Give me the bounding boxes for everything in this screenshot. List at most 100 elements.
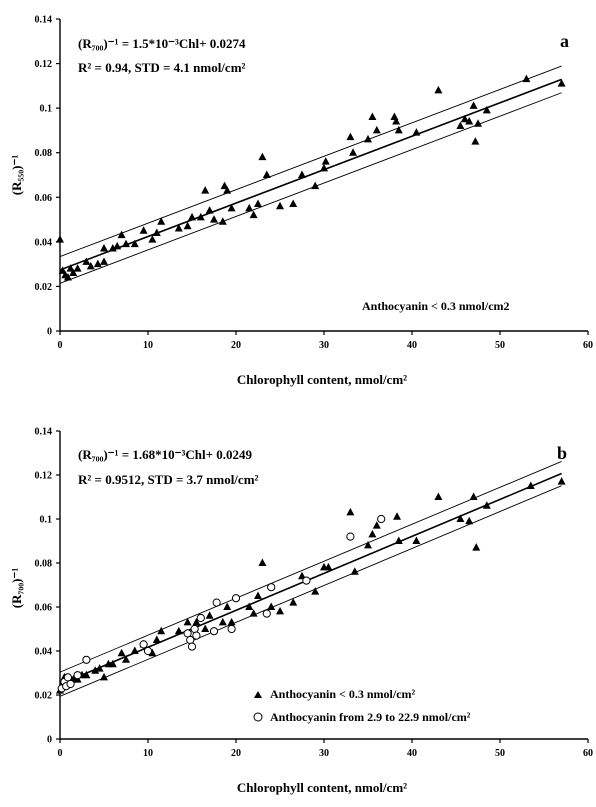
data-point-triangle xyxy=(100,257,108,265)
data-point-triangle xyxy=(249,609,258,617)
x-tick-label: 50 xyxy=(495,340,505,351)
data-point-triangle xyxy=(276,606,284,615)
data-point-triangle xyxy=(188,212,196,221)
upper-bound-line xyxy=(59,65,562,257)
y-tick-label: 0.08 xyxy=(35,148,53,159)
legend: Anthocyanin < 0.3 nmol/cm² Anthocyanin f… xyxy=(253,687,471,724)
data-point-triangle xyxy=(218,217,227,225)
data-point-triangle xyxy=(86,261,95,270)
legend-entry-circle: Anthocyanin from 2.9 to 22.9 nmol/cm² xyxy=(270,710,471,724)
regression-line xyxy=(59,472,562,685)
data-point-triangle xyxy=(245,602,254,610)
chart-panel-b: 0 10 20 30 40 50 60 0 0.02 0.04 0.06 0.08 0.1 0.12 0.1… xyxy=(9,427,593,796)
x-tick-label: 20 xyxy=(231,340,241,351)
data-point-triangle xyxy=(201,186,210,194)
data-point-triangle xyxy=(82,670,91,679)
data-point-triangle xyxy=(183,617,192,626)
data-point-triangle xyxy=(364,540,372,549)
data-point-triangle xyxy=(522,74,531,83)
data-point-triangle xyxy=(192,617,201,626)
data-point-triangle xyxy=(311,181,320,190)
data-point-triangle xyxy=(289,598,298,606)
data-point-triangle xyxy=(557,79,566,87)
y-tick-label: 0.14 xyxy=(35,15,53,26)
data-point-triangle xyxy=(148,648,157,657)
x-tick-label: 40 xyxy=(407,340,417,351)
data-point-triangle xyxy=(183,221,192,230)
data-point-triangle xyxy=(469,101,478,109)
x-tick-label: 50 xyxy=(495,748,505,759)
data-point-circle xyxy=(212,598,221,607)
chart-panel-a: 0 10 20 30 40 50 60 0 0.02 0.04 0.06 0.08 0.1 0.12 0.1… xyxy=(9,15,593,388)
data-point-triangle xyxy=(258,558,267,566)
data-point-triangle xyxy=(390,112,399,121)
data-point-triangle xyxy=(254,591,262,599)
data-point-triangle xyxy=(117,648,126,657)
y-tick-label: 0.12 xyxy=(35,59,53,70)
y-tick-label: 0.02 xyxy=(35,691,53,702)
data-point-triangle xyxy=(249,210,258,219)
data-point-triangle xyxy=(364,134,372,143)
lower-bound-line xyxy=(59,485,562,697)
data-point-triangle xyxy=(139,226,148,234)
data-points xyxy=(56,74,566,281)
y-tick-label: 0.12 xyxy=(35,471,53,482)
data-point-triangle xyxy=(122,239,130,248)
data-point-triangle xyxy=(201,624,210,632)
data-point-triangle xyxy=(311,587,320,595)
data-point-triangle xyxy=(56,235,64,243)
data-point-triangle xyxy=(220,181,229,190)
data-point-triangle xyxy=(91,666,100,674)
data-point-triangle xyxy=(482,501,491,509)
data-point-triangle xyxy=(63,273,72,281)
data-point-circle xyxy=(66,679,75,689)
data-point-triangle xyxy=(218,617,227,626)
data-point-circle xyxy=(73,671,82,680)
data-point-triangle xyxy=(469,492,478,500)
data-point-triangle xyxy=(465,516,474,525)
data-point-triangle xyxy=(100,244,108,252)
data-point-triangle xyxy=(174,626,183,635)
data-point-triangle xyxy=(157,217,166,225)
data-point-triangle xyxy=(456,121,465,129)
y-axis-title: (R₇₀₀)⁻¹ xyxy=(9,568,24,609)
data-point-triangle xyxy=(434,85,443,94)
upper-bound-line xyxy=(59,461,562,673)
data-point-triangle xyxy=(368,529,377,538)
data-point-triangle xyxy=(267,602,276,610)
x-tick-label: 0 xyxy=(58,340,63,351)
panel-letter: a xyxy=(560,31,569,51)
data-point-triangle xyxy=(298,170,306,178)
data-point-triangle xyxy=(174,223,183,232)
data-point-triangle xyxy=(346,132,355,141)
x-tick-label: 30 xyxy=(319,340,329,351)
y-tick-label: 0.06 xyxy=(35,193,53,204)
data-point-circle xyxy=(82,655,91,664)
x-tick-label: 30 xyxy=(319,748,329,759)
data-point-triangle xyxy=(346,507,355,516)
equation-label: (R₇₀₀)⁻¹ = 1.68*10⁻³Chl+ 0.0249 xyxy=(78,447,253,462)
data-point-triangle xyxy=(58,266,67,274)
data-point-triangle xyxy=(262,170,271,178)
data-point-triangle xyxy=(108,244,117,252)
y-tick-label: 0.14 xyxy=(35,427,53,438)
x-tick-label: 10 xyxy=(143,340,153,351)
data-point-circle xyxy=(231,594,241,603)
y-tick-label: 0 xyxy=(47,327,52,338)
data-point-triangle xyxy=(245,203,254,212)
data-point-triangle xyxy=(465,117,474,125)
data-point-triangle xyxy=(130,239,139,248)
data-point-triangle xyxy=(472,543,481,551)
data-point-triangle xyxy=(456,514,465,522)
data-point-triangle xyxy=(227,203,236,212)
y-axis-title: (R₅₅₀)⁻¹ xyxy=(9,155,24,196)
regression-line xyxy=(59,78,562,271)
data-point-triangle xyxy=(130,646,139,654)
data-point-circle xyxy=(139,640,148,649)
data-point-triangle xyxy=(474,119,482,127)
data-point-triangle xyxy=(223,602,232,610)
data-point-triangle xyxy=(196,212,205,221)
data-point-triangle xyxy=(113,241,122,250)
anthocyanin-note: Anthocyanin < 0.3 nmol/cm2 xyxy=(362,299,510,313)
